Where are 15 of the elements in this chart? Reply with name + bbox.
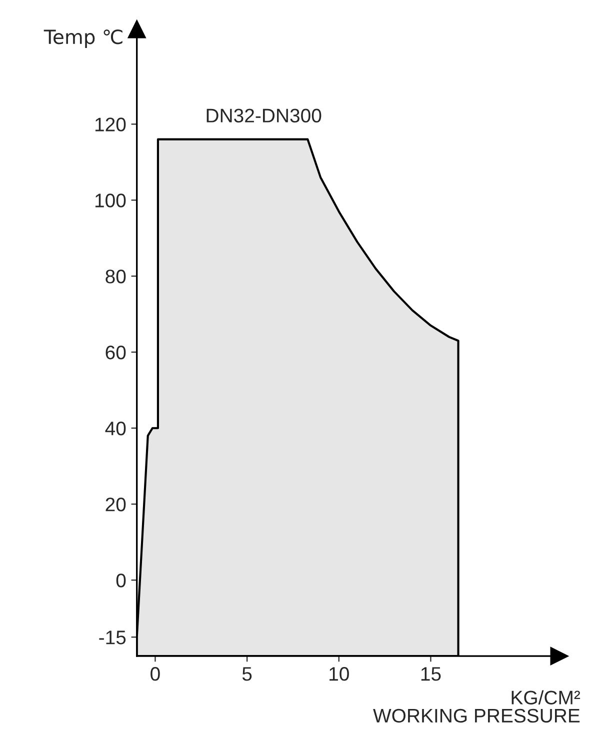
y-tick-label: 40 bbox=[105, 422, 126, 436]
y-tick-label: 100 bbox=[95, 194, 126, 208]
y-tick-label: 0 bbox=[116, 574, 126, 588]
x-tick-label: 15 bbox=[421, 667, 441, 681]
y-tick-label: 80 bbox=[106, 270, 126, 284]
y-tick-label: 120 bbox=[95, 118, 126, 132]
y-tick-label: -15 bbox=[99, 630, 126, 644]
x-tick-label: 10 bbox=[330, 667, 349, 681]
y-tick-label: 20 bbox=[106, 498, 126, 512]
y-tick-label: 60 bbox=[106, 346, 126, 360]
annotation: DN32-DN300 bbox=[206, 108, 322, 122]
x-tick-label: 5 bbox=[242, 667, 252, 681]
y-axis-title: Temp ℃ bbox=[44, 29, 122, 48]
x-tick-label: 0 bbox=[150, 667, 160, 681]
x-axis-title: KG/CM² WORKING PRESSURE bbox=[373, 690, 580, 723]
